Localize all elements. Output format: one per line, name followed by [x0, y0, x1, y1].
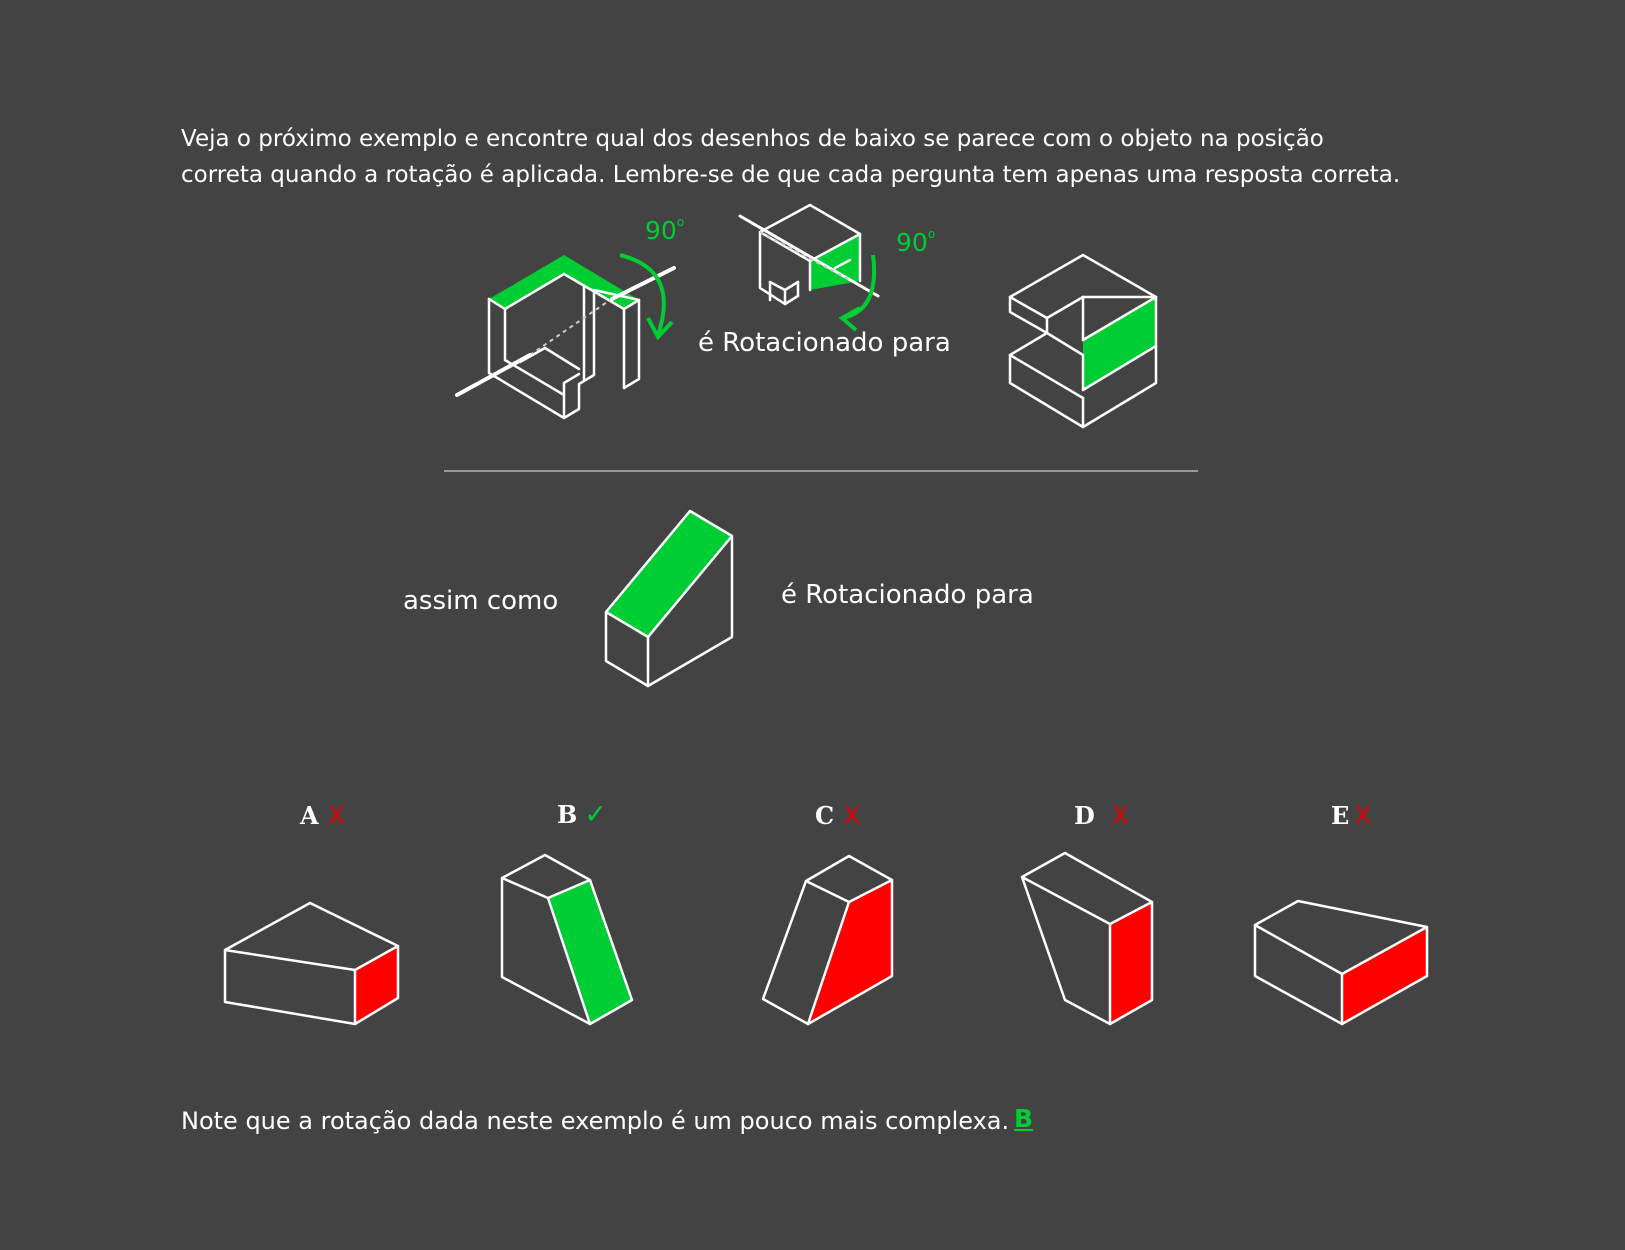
rotation-angle-1: 90o — [645, 214, 685, 245]
instructions-line-1: Veja o próximo exemplo e encontre qual d… — [181, 126, 1324, 152]
option-b-shape — [500, 853, 634, 1026]
section-divider — [444, 470, 1198, 472]
example-u-block-intermediate — [738, 203, 880, 332]
question-rotated-label: é Rotacionado para — [781, 580, 1034, 610]
option-c-wrong-mark: X — [843, 801, 861, 830]
degree-symbol-2: o — [927, 226, 936, 241]
example-rotated-label: é Rotacionado para — [698, 328, 951, 358]
option-d-label: D X — [1074, 801, 1129, 830]
rotation-angle-1-value: 90 — [645, 216, 677, 245]
rotation-angle-2-value: 90 — [896, 228, 928, 257]
option-e-letter: E — [1331, 801, 1350, 830]
option-d-letter: D — [1074, 801, 1095, 830]
instructions-line-2: correta quando a rotação é aplicada. Lem… — [181, 162, 1401, 188]
option-a-shape — [223, 901, 400, 1026]
example-u-block-original — [455, 253, 676, 420]
question-prefix-label: assim como — [403, 586, 559, 616]
option-a-label: A X — [300, 801, 345, 830]
option-b-label: B ✓ — [557, 799, 607, 830]
option-c-label: C X — [815, 801, 860, 830]
rotation-angle-2: 90o — [896, 226, 936, 257]
option-a-wrong-mark: X — [327, 801, 345, 830]
correct-answer-label: B — [1014, 1104, 1034, 1133]
option-d-shape — [1020, 851, 1154, 1026]
option-e-label: E X — [1331, 801, 1372, 830]
example-u-block-result — [1008, 253, 1158, 429]
degree-symbol-1: o — [676, 214, 685, 229]
option-b-check-icon: ✓ — [584, 799, 608, 830]
option-c-shape — [761, 854, 894, 1026]
option-e-wrong-mark: X — [1354, 801, 1372, 830]
option-e-shape — [1253, 899, 1429, 1026]
footer-note: Note que a rotação dada neste exemplo é … — [181, 1107, 1010, 1135]
question-wedge — [604, 509, 734, 688]
option-a-letter: A — [300, 801, 319, 830]
option-b-letter: B — [557, 800, 578, 829]
option-d-wrong-mark: X — [1111, 801, 1130, 830]
option-c-letter: C — [815, 801, 835, 830]
instructions-text: Veja o próximo exemplo e encontre qual d… — [181, 121, 1400, 193]
